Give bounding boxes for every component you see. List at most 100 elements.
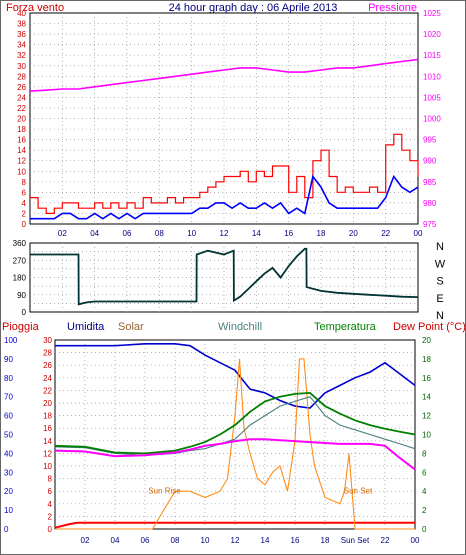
climate-x-tick-label: 16 xyxy=(291,536,300,545)
humidity-y-tick-label: 10 xyxy=(4,506,13,515)
rain-y-tick-label: 22 xyxy=(43,386,52,395)
climate-panel: Pioggia Umidita Solar Windchill Temperatura D… xyxy=(2,321,466,545)
climate-x-tick-label: 00 xyxy=(411,536,420,545)
wind-gust-line xyxy=(30,133,419,214)
humidity-y-tick-label: 0 xyxy=(4,525,9,534)
rain-y-tick-label: 12 xyxy=(43,449,52,458)
wind-y-tick-label: 22 xyxy=(17,104,26,113)
wind-x-tick-label: 08 xyxy=(155,229,164,238)
wind-y-tick-label: 20 xyxy=(17,115,26,124)
wind-x-tick-label: 18 xyxy=(317,229,326,238)
pressure-y-tick-label: 1020 xyxy=(423,30,441,39)
humidity-y-tick-label: 60 xyxy=(4,412,13,421)
direction-y-tick-label: 180 xyxy=(13,274,27,283)
wind-y-tick-label: 12 xyxy=(17,157,26,166)
pressure-y-tick-label: 980 xyxy=(423,199,437,208)
humidity-line xyxy=(55,342,416,409)
compass-label: N xyxy=(436,310,444,322)
rain-line xyxy=(54,521,415,529)
direction-line xyxy=(30,247,419,306)
pressure-y-tick-label: 985 xyxy=(423,178,437,187)
wind-x-tick-label: 00 xyxy=(414,229,423,238)
climate-header-label: Umidita xyxy=(67,321,105,333)
wind-x-tick-label: 16 xyxy=(284,229,293,238)
humidity-y-tick-label: 70 xyxy=(4,393,13,402)
wind-x-tick-label: 20 xyxy=(349,229,358,238)
wind-y-tick-label: 32 xyxy=(17,51,26,60)
wind-x-tick-label: 10 xyxy=(187,229,196,238)
climate-x-tick-label: 04 xyxy=(111,536,120,545)
climate-plot-area xyxy=(54,339,416,530)
compass-label: E xyxy=(436,293,443,305)
pressure-line xyxy=(29,58,419,92)
wind-y-tick-label: 40 xyxy=(17,9,26,18)
temperature-y-tick-label: 18 xyxy=(422,355,431,364)
wind-y-tick-label: 14 xyxy=(17,146,26,155)
dewpoint-line xyxy=(54,438,416,471)
humidity-y-tick-label: 40 xyxy=(4,449,13,458)
temperature-y-tick-label: 20 xyxy=(422,336,431,345)
climate-x-tick-label: 22 xyxy=(381,536,390,545)
wind-x-tick-label: 06 xyxy=(123,229,132,238)
wind-y-tick-label: 4 xyxy=(22,199,27,208)
humidity-y-tick-label: 50 xyxy=(4,431,13,440)
direction-y-tick-label: 270 xyxy=(13,256,27,265)
wind-y-tick-label: 26 xyxy=(17,83,26,92)
wind-y-tick-label: 0 xyxy=(22,220,27,229)
rain-y-tick-label: 8 xyxy=(48,475,53,484)
temperature-y-tick-label: 2 xyxy=(422,506,427,515)
right-label: Pressione xyxy=(368,2,417,14)
temperature-y-tick-label: 8 xyxy=(422,449,427,458)
rain-y-tick-label: 24 xyxy=(43,374,52,383)
sunrise-annotation: Sun Rise xyxy=(148,487,181,496)
climate-x-tick-label: 02 xyxy=(81,536,90,545)
pressure-y-tick-label: 1025 xyxy=(423,9,441,18)
climate-x-tick-label: 14 xyxy=(261,536,270,545)
wind-x-tick-label: 22 xyxy=(381,229,390,238)
wind-avg-line xyxy=(30,174,419,220)
rain-y-tick-label: 26 xyxy=(43,361,52,370)
compass-label: W xyxy=(435,258,446,270)
direction-y-tick-label: 360 xyxy=(13,239,27,248)
wind-x-tick-label: 02 xyxy=(58,229,67,238)
rain-y-tick-label: 2 xyxy=(48,512,53,521)
solar-line xyxy=(55,358,415,530)
direction-y-tick-label: 0 xyxy=(22,308,27,317)
rain-y-tick-label: 28 xyxy=(43,349,52,358)
wind-y-tick-label: 10 xyxy=(17,167,26,176)
climate-x-tick-label: 10 xyxy=(201,536,210,545)
temperature-y-tick-label: 12 xyxy=(422,412,431,421)
rain-y-tick-label: 0 xyxy=(48,525,53,534)
wind-y-tick-label: 16 xyxy=(17,136,26,145)
rain-y-tick-label: 10 xyxy=(43,462,52,471)
rain-y-tick-label: 18 xyxy=(43,412,52,421)
pressure-y-tick-label: 1010 xyxy=(423,72,441,81)
rain-y-tick-label: 30 xyxy=(43,336,52,345)
climate-x-tick-label: 18 xyxy=(321,536,330,545)
temperature-y-tick-label: 0 xyxy=(422,525,427,534)
page-title: 24 hour graph day : 06 Aprile 2013 xyxy=(169,2,338,14)
temperature-line xyxy=(54,391,416,455)
climate-header-label: Pioggia xyxy=(2,321,40,333)
climate-header-label: Temperatura xyxy=(314,321,377,333)
wind-y-tick-label: 18 xyxy=(17,125,26,134)
wind-y-tick-label: 34 xyxy=(17,41,26,50)
pressure-y-tick-label: 990 xyxy=(423,157,437,166)
wind-y-tick-label: 36 xyxy=(17,30,26,39)
sunset-annotation: Sun Set xyxy=(344,487,373,496)
compass-label: N xyxy=(436,241,444,253)
rain-y-tick-label: 6 xyxy=(48,487,53,496)
rain-y-tick-label: 14 xyxy=(43,437,52,446)
climate-header-label: Dew Point (°C) xyxy=(393,321,466,333)
wind-x-tick-label: 04 xyxy=(90,229,99,238)
compass-label: S xyxy=(436,276,443,288)
climate-header-label: Solar xyxy=(118,321,144,333)
temperature-y-tick-label: 4 xyxy=(422,487,427,496)
pressure-y-tick-label: 975 xyxy=(423,220,437,229)
pressure-y-tick-label: 1000 xyxy=(423,115,441,124)
rain-y-tick-label: 16 xyxy=(43,424,52,433)
climate-x-tick-label: Sun Set xyxy=(341,536,370,545)
direction-y-tick-label: 90 xyxy=(17,291,26,300)
